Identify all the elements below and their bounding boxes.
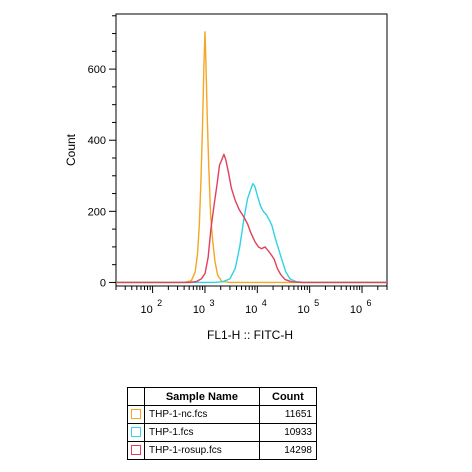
x-tick-label: 10 bbox=[140, 304, 152, 316]
legend-row: THP-1-nc.fcs 11651 bbox=[127, 405, 318, 424]
x-tick-exponent: 3 bbox=[209, 298, 214, 308]
legend-sample-name: THP-1.fcs bbox=[144, 423, 260, 442]
legend-swatch bbox=[131, 427, 141, 438]
x-axis: 10 2 10 3 10 4 10 5 10 6 bbox=[115, 286, 388, 316]
plot-frame bbox=[115, 13, 388, 287]
y-axis-label: Count bbox=[64, 133, 78, 166]
y-tick-label: 600 bbox=[88, 64, 106, 76]
x-tick-exponent: 2 bbox=[157, 298, 162, 308]
x-tick-exponent: 6 bbox=[367, 298, 372, 308]
legend-sample-name: THP-1-nc.fcs bbox=[144, 405, 260, 424]
x-tick-label: 10 bbox=[298, 304, 310, 316]
legend-count: 14298 bbox=[258, 441, 318, 460]
legend-name-header: Sample Name bbox=[144, 387, 260, 406]
legend-row: THP-1.fcs 10933 bbox=[127, 423, 318, 442]
legend-sample-name: THP-1-rosup.fcs bbox=[144, 441, 260, 460]
x-tick-label: 10 bbox=[245, 304, 257, 316]
series-line bbox=[116, 31, 387, 284]
legend-swatch bbox=[131, 445, 141, 456]
x-tick-label: 10 bbox=[350, 304, 362, 316]
y-tick-label: 0 bbox=[100, 277, 106, 289]
legend-header-row: Sample Name Count bbox=[127, 387, 318, 406]
legend-count-header: Count bbox=[258, 387, 318, 406]
x-tick-exponent: 4 bbox=[262, 298, 267, 308]
y-tick-label: 400 bbox=[88, 135, 106, 147]
x-tick-label: 10 bbox=[193, 304, 205, 316]
legend-count: 10933 bbox=[258, 423, 318, 442]
histogram-traces bbox=[116, 31, 387, 284]
legend-swatch bbox=[131, 409, 141, 420]
legend-count: 11651 bbox=[258, 405, 318, 424]
series-line bbox=[116, 182, 387, 284]
legend-row: THP-1-rosup.fcs 14298 bbox=[127, 441, 318, 460]
y-axis: 0 200 400 600 bbox=[88, 15, 116, 289]
sample-legend-table: Sample Name Count THP-1-nc.fcs 11651 THP… bbox=[127, 387, 318, 460]
x-tick-exponent: 5 bbox=[314, 298, 319, 308]
legend-swatch-header bbox=[127, 387, 145, 406]
y-tick-label: 200 bbox=[88, 206, 106, 218]
x-axis-label: FL1-H :: FITC-H bbox=[207, 328, 293, 342]
series-line bbox=[116, 153, 387, 284]
